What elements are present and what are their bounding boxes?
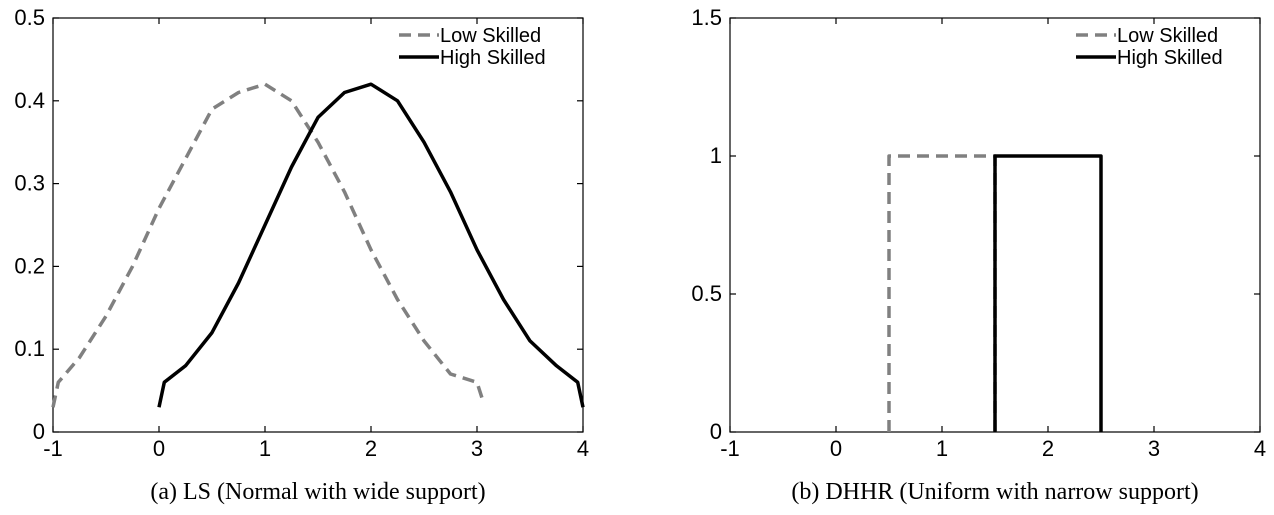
legend-label: Low Skilled (440, 25, 541, 47)
y-tick-label: 0 (710, 419, 722, 444)
y-tick-label: 0.3 (14, 171, 45, 196)
x-tick-label: -1 (43, 436, 63, 461)
plot-frame (52, 17, 584, 433)
x-tick-label: 4 (1254, 436, 1266, 461)
legend-label: High Skilled (440, 47, 546, 69)
chart-caption: (b) DHHR (Uniform with narrow support) (791, 479, 1198, 505)
x-tick-label: 0 (830, 436, 842, 461)
series-line-high-skilled (157, 82, 585, 408)
y-tick-label: 0.5 (14, 5, 45, 30)
x-tick-label: 2 (365, 436, 377, 461)
series-line-high-skilled (993, 154, 1103, 432)
legend-label: High Skilled (1117, 47, 1223, 69)
x-tick-label: 2 (1042, 436, 1054, 461)
y-tick-label: 1.5 (691, 5, 722, 30)
chart-caption: (a) LS (Normal with wide support) (150, 479, 485, 505)
y-tick-label: 0.5 (691, 281, 722, 306)
x-tick-label: 1 (259, 436, 271, 461)
x-tick-label: -1 (720, 436, 740, 461)
y-tick-label: 0 (33, 419, 45, 444)
x-tick-label: 3 (471, 436, 483, 461)
series-line-low-skilled (887, 154, 997, 432)
x-tick-label: 3 (1148, 436, 1160, 461)
legend-label: Low Skilled (1117, 25, 1218, 47)
x-tick-label: 1 (936, 436, 948, 461)
x-tick-label: 4 (577, 436, 589, 461)
x-tick-label: 0 (153, 436, 165, 461)
y-tick-label: 0.4 (14, 88, 45, 113)
y-tick-label: 1 (710, 143, 722, 168)
y-tick-label: 0.2 (14, 253, 45, 278)
y-tick-label: 0.1 (14, 336, 45, 361)
series-line-low-skilled (51, 82, 484, 408)
